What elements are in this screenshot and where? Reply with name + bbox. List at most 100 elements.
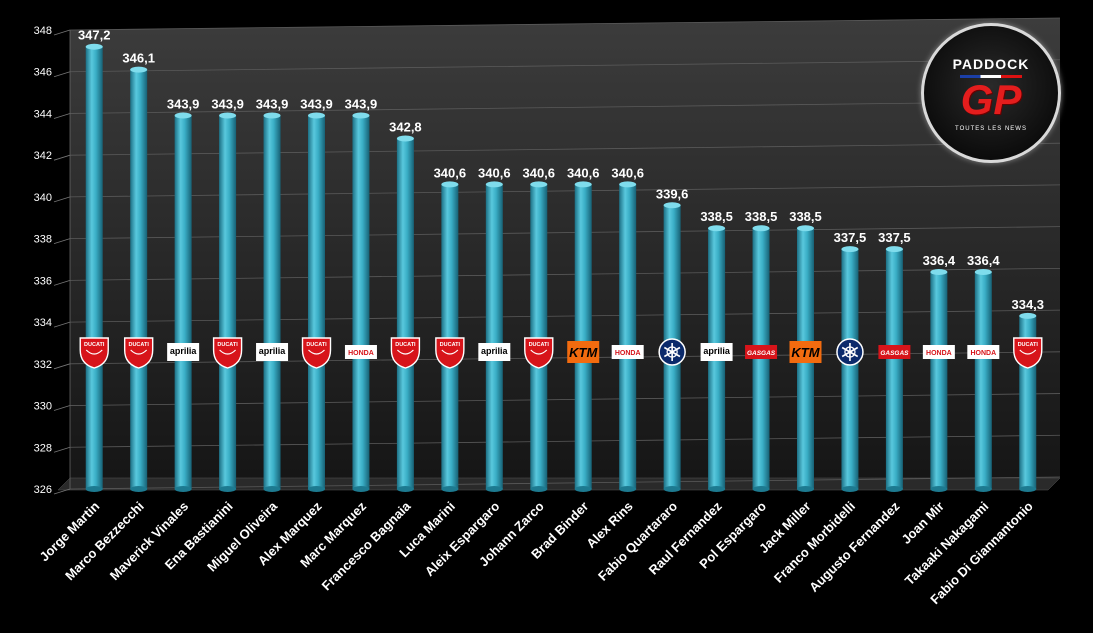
bar-group [308, 112, 325, 492]
gridline-side [53, 488, 71, 495]
bar-group [530, 181, 548, 492]
bar-base [708, 486, 726, 492]
data-label: 338,5 [700, 209, 733, 224]
gridline-side [53, 279, 71, 286]
svg-text:aprilia: aprilia [259, 346, 287, 356]
bar-group [263, 112, 281, 492]
gridline-side [53, 321, 71, 328]
bar [308, 115, 325, 490]
bar-base [841, 486, 859, 492]
bar-base [219, 486, 237, 492]
bar-group [574, 181, 592, 492]
bar-group [885, 246, 903, 492]
bar-top [352, 112, 370, 119]
bar-base [930, 486, 948, 492]
svg-text:DUCATI: DUCATI [306, 342, 327, 348]
ducati-logo: DUCATI [435, 337, 465, 369]
y-tick-label: 328 [34, 442, 52, 454]
bar-base [530, 486, 548, 492]
bar-base [797, 486, 814, 492]
svg-text:KTM: KTM [569, 345, 598, 360]
plot-wall [70, 18, 1060, 489]
bar-top [263, 112, 281, 119]
bar-base [441, 486, 459, 492]
bar-group [130, 66, 148, 492]
data-label: 336,4 [923, 253, 956, 268]
gridline-side [53, 238, 71, 245]
bar-base [85, 486, 103, 492]
data-label: 342,8 [389, 119, 422, 134]
bar-top [885, 246, 903, 253]
y-tick-label: 330 [34, 401, 52, 413]
brand-line3: TOUTES LES NEWS [955, 126, 1027, 132]
honda-logo: HONDA [967, 345, 1000, 359]
data-label: 336,4 [967, 253, 1000, 268]
bar [974, 272, 992, 489]
y-tick-label: 342 [34, 150, 52, 162]
paddock-gp-logo: PADDOCK GP TOUTES LES NEWS [921, 23, 1061, 163]
bar-top [308, 112, 325, 119]
data-label: 334,3 [1011, 297, 1044, 312]
y-tick-label: 344 [34, 108, 52, 120]
bar-base [130, 486, 148, 492]
aprilia-logo: aprilia [167, 343, 200, 361]
bar-top [174, 112, 192, 119]
bar [396, 138, 414, 489]
data-label: 343,9 [211, 97, 244, 112]
brand-line1: PADDOCK [952, 56, 1030, 72]
brand-line2: GP [960, 76, 1022, 123]
bar [263, 115, 281, 490]
bar [930, 272, 948, 489]
bar-base [752, 486, 770, 492]
bar-top [974, 269, 992, 276]
bar-base [619, 486, 637, 492]
y-tick-label: 334 [34, 317, 52, 329]
bar-base [574, 486, 592, 492]
ducati-logo: DUCATI [1013, 337, 1043, 369]
gridline-side [53, 446, 71, 453]
honda-logo: HONDA [922, 345, 955, 359]
data-label: 338,5 [745, 209, 778, 224]
gridline-side [53, 113, 71, 119]
data-label: 337,5 [878, 230, 911, 245]
data-label: 343,9 [167, 97, 200, 112]
bar-group [974, 269, 992, 492]
data-label: 343,9 [256, 97, 289, 112]
bar-group [396, 135, 414, 492]
data-label: 343,9 [300, 97, 333, 112]
x-tick-label: Takaaki Nakagami [902, 499, 992, 589]
bar-base [308, 486, 325, 492]
ducati-logo: DUCATI [390, 337, 421, 369]
bar [841, 249, 859, 489]
bar [130, 69, 148, 490]
honda-logo: HONDA [611, 345, 644, 359]
bar-top [219, 112, 237, 119]
bar [174, 115, 192, 490]
y-tick-label: 340 [34, 192, 52, 204]
bar-base [174, 486, 192, 492]
data-label: 343,9 [345, 97, 378, 112]
bar-top [752, 225, 770, 232]
svg-text:DUCATI: DUCATI [529, 342, 550, 348]
x-tick-label: Fabio Quartararo [595, 498, 680, 583]
bar-group [441, 181, 459, 492]
bar-top [841, 246, 859, 253]
bar [885, 249, 903, 489]
svg-text:DUCATI: DUCATI [128, 342, 149, 348]
y-tick-label: 332 [34, 359, 52, 371]
aprilia-logo: aprilia [700, 343, 733, 361]
honda-logo: HONDA [344, 345, 377, 359]
gridline-side [53, 405, 71, 411]
y-tick-label: 336 [34, 275, 52, 287]
bar-base [485, 486, 503, 492]
bar [619, 184, 637, 489]
svg-text:HONDA: HONDA [970, 350, 996, 357]
svg-text:KTM: KTM [791, 345, 820, 360]
bar-top [85, 43, 103, 50]
bar-top [396, 135, 414, 142]
x-tick-label: Franco Morbidelli [771, 499, 858, 586]
bar-top [441, 181, 459, 188]
bar-group [174, 112, 192, 492]
french-flag-stripe [960, 75, 1022, 78]
data-label: 340,6 [611, 165, 644, 180]
